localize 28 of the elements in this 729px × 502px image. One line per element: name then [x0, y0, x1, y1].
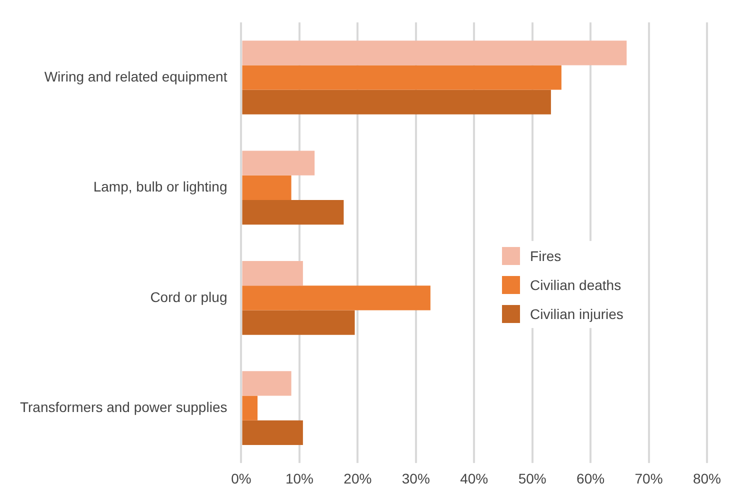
bar	[242, 396, 258, 420]
x-tick-label: 0%	[231, 470, 252, 486]
y-tick-label: Lamp, bulb or lighting	[93, 178, 228, 195]
legend-label: Fires	[530, 248, 562, 264]
x-tick-label: 50%	[518, 470, 546, 486]
x-tick-label: 70%	[634, 470, 663, 486]
x-tick-label: 60%	[576, 470, 605, 486]
bar	[242, 310, 355, 335]
x-tick-label: 30%	[402, 470, 430, 486]
bar	[242, 200, 344, 225]
bar	[242, 65, 562, 90]
bar	[242, 260, 303, 286]
bar	[242, 286, 430, 310]
y-tick-label: Transformers and power supplies	[20, 398, 228, 415]
legend-label: Civilian injuries	[530, 306, 624, 322]
x-tick-label: 10%	[285, 470, 314, 486]
y-tick-label: Wiring and related equipment	[44, 68, 228, 84]
y-tick-label: Cord or plug	[150, 288, 228, 305]
bar	[242, 40, 627, 66]
bar	[242, 420, 303, 446]
x-tick-label: 40%	[460, 470, 488, 486]
x-tick-label: 20%	[344, 470, 372, 486]
bar	[242, 175, 292, 200]
bar	[242, 371, 292, 396]
bar	[242, 90, 551, 114]
legend-label: Civilian deaths	[530, 276, 622, 293]
x-tick-label: 80%	[692, 470, 722, 486]
bar	[242, 150, 315, 176]
